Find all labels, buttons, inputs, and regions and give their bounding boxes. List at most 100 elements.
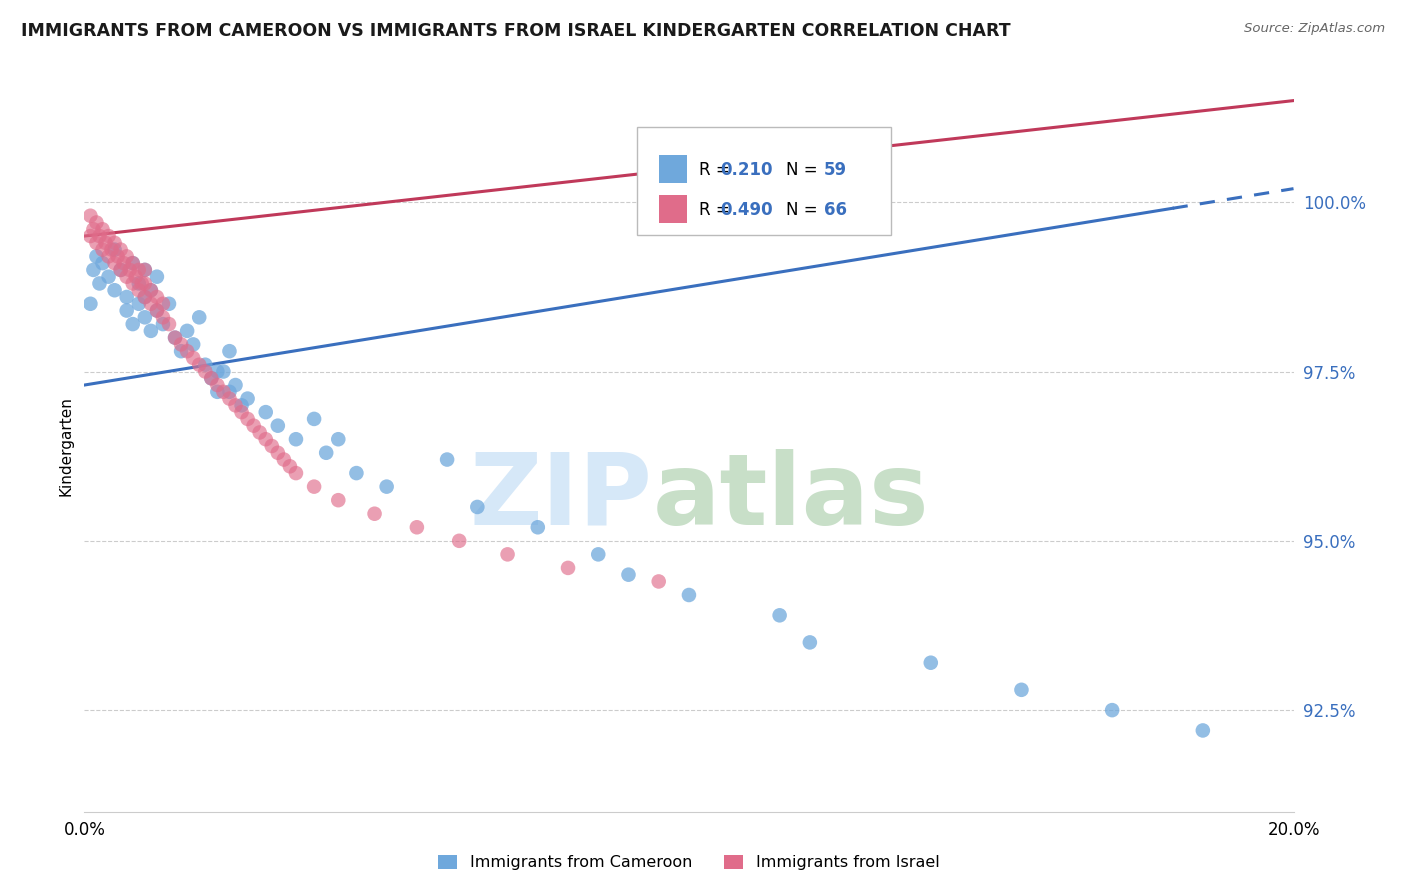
Point [139,297,162,311]
Point [194,358,217,372]
Point [218,344,240,359]
Point [236,412,259,426]
Text: R =: R = [699,201,735,219]
Text: R =: R = [699,161,735,179]
Point [225,398,247,412]
Point [79,209,101,223]
Point [678,588,700,602]
Point [146,269,169,284]
Point [799,635,821,649]
Point [231,398,253,412]
Point [104,243,127,257]
Text: 59: 59 [824,161,848,179]
Point [139,283,162,297]
Point [920,656,942,670]
Point [110,263,132,277]
Point [212,384,235,399]
Point [181,337,204,351]
Point [170,337,193,351]
Point [267,418,290,433]
Point [94,235,117,250]
Text: 0.210: 0.210 [720,161,772,179]
Point [218,384,240,399]
Point [254,432,277,446]
Point [273,452,295,467]
Text: 66: 66 [824,201,846,219]
Point [176,344,198,359]
Text: 0.490: 0.490 [720,201,772,219]
Point [121,317,143,331]
Point [86,235,108,250]
Point [557,561,579,575]
Point [769,608,792,623]
Point [188,358,211,372]
Point [134,290,156,304]
Point [449,533,471,548]
Point [134,263,156,277]
Point [128,283,150,297]
Text: atlas: atlas [652,449,929,546]
Point [107,249,129,263]
Point [86,249,108,263]
Y-axis label: Kindergarten: Kindergarten [58,396,73,496]
Text: N =: N = [786,201,823,219]
Point [134,277,156,291]
Point [134,290,156,304]
Point [617,567,640,582]
Point [91,256,114,270]
Point [328,493,350,508]
Point [406,520,429,534]
Point [134,263,156,277]
Point [112,256,135,270]
Point [165,331,187,345]
Point [648,574,671,589]
Point [278,459,301,474]
Point [104,235,127,250]
Point [146,290,169,304]
Point [267,446,290,460]
Point [200,371,222,385]
Point [225,378,247,392]
Text: N =: N = [786,161,823,179]
Text: IMMIGRANTS FROM CAMEROON VS IMMIGRANTS FROM ISRAEL KINDERGARTEN CORRELATION CHAR: IMMIGRANTS FROM CAMEROON VS IMMIGRANTS F… [21,22,1011,40]
Point [194,364,217,378]
Point [86,215,108,229]
Point [207,364,229,378]
Point [152,310,174,325]
Text: ZIP: ZIP [470,449,652,546]
Point [104,256,127,270]
Point [588,547,610,561]
Point [125,269,148,284]
Point [165,331,187,345]
Text: Source: ZipAtlas.com: Source: ZipAtlas.com [1244,22,1385,36]
Point [249,425,271,440]
Point [254,405,277,419]
Point [100,243,122,257]
Point [181,351,204,365]
Legend: Immigrants from Cameroon, Immigrants from Israel: Immigrants from Cameroon, Immigrants fro… [432,848,946,877]
Point [79,229,101,244]
Point [302,480,325,494]
Point [363,507,385,521]
Point [302,412,325,426]
Point [207,378,229,392]
Point [128,277,150,291]
Point [91,243,114,257]
Point [212,364,235,378]
Point [115,249,138,263]
Point [89,229,111,244]
Point [231,405,253,419]
Point [89,277,111,291]
Point [128,263,150,277]
Point [176,324,198,338]
Point [97,229,120,244]
Point [115,290,138,304]
Point [285,432,308,446]
Point [146,303,169,318]
Point [110,243,132,257]
Point [152,317,174,331]
Point [1192,723,1215,738]
Point [97,269,120,284]
Point [207,384,229,399]
Point [467,500,489,514]
